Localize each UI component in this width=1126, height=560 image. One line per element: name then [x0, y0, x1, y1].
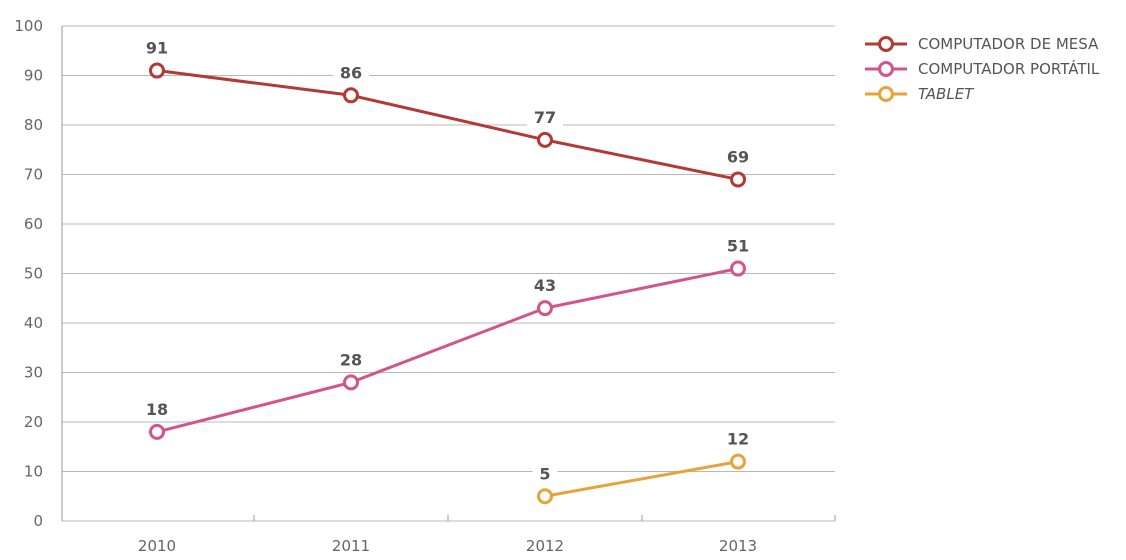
legend-label: COMPUTADOR PORTÁTIL: [918, 59, 1100, 78]
data-label: 86: [340, 63, 362, 82]
data-label: 69: [727, 147, 749, 166]
y-tick-label: 30: [24, 364, 43, 382]
data-label-background: [527, 106, 563, 128]
data-label: 18: [146, 400, 168, 419]
data-label: 43: [534, 276, 556, 295]
y-tick-label: 50: [24, 265, 43, 283]
legend-marker: [878, 36, 894, 52]
x-tick-label: 2012: [526, 537, 564, 555]
data-point-marker: [343, 87, 359, 104]
data-point-marker: [730, 171, 746, 188]
data-point-marker: [537, 488, 553, 505]
data-label-layer: 91 86 77 69 18 28 43 51 5 12: [139, 37, 756, 485]
data-point-marker: [730, 453, 746, 470]
legend-label: TABLET: [918, 85, 975, 103]
legend-item: COMPUTADOR PORTÁTIL: [865, 59, 1100, 78]
series-line: [156, 69, 739, 181]
data-label: 77: [534, 108, 556, 127]
data-point-marker: [149, 62, 165, 79]
y-tick-label: 80: [24, 116, 43, 134]
axis-layer: 0 10 20 30 40 50 60 70 80 90 100 2010 2011 2012 2013: [14, 17, 836, 555]
y-tick-label: 90: [24, 67, 43, 85]
legend-marker: [878, 86, 894, 102]
data-label-background: [139, 398, 175, 420]
y-tick-label: 60: [24, 215, 43, 233]
legend-marker: [878, 61, 894, 77]
data-label-background: [532, 463, 558, 485]
data-label-background: [333, 349, 369, 371]
y-tick-label: 20: [24, 413, 43, 431]
data-label: 12: [727, 430, 749, 449]
data-label-background: [720, 235, 756, 257]
y-tick-label: 0: [33, 512, 43, 530]
data-label-background: [720, 428, 756, 450]
data-label: 51: [727, 237, 749, 256]
data-point-marker: [730, 260, 746, 277]
legend: COMPUTADOR DE MESA COMPUTADOR PORTÁTIL TAB…: [865, 35, 1100, 103]
x-tick-label: 2010: [138, 537, 176, 555]
data-label-background: [333, 62, 369, 84]
data-point-marker: [537, 300, 553, 317]
y-tick-label: 40: [24, 314, 43, 332]
data-label-background: [720, 146, 756, 168]
y-tick-label: 10: [24, 463, 43, 481]
data-label-background: [139, 37, 175, 59]
series-line: [156, 267, 739, 434]
series-line: [544, 460, 739, 498]
x-tick-label: 2011: [332, 537, 370, 555]
y-tick-label: 100: [14, 17, 43, 35]
legend-item: COMPUTADOR DE MESA: [865, 35, 1099, 53]
data-label: 28: [340, 350, 362, 369]
y-tick-label: 70: [24, 166, 43, 184]
legend-item: TABLET: [865, 85, 975, 103]
series-layer: [149, 62, 746, 505]
data-label: 91: [146, 39, 168, 58]
data-point-marker: [537, 131, 553, 148]
data-point-marker: [149, 423, 165, 440]
legend-label: COMPUTADOR DE MESA: [918, 35, 1099, 53]
data-label: 5: [539, 464, 550, 483]
x-tick-label: 2013: [719, 537, 757, 555]
data-point-marker: [343, 374, 359, 391]
data-label-background: [527, 275, 563, 297]
